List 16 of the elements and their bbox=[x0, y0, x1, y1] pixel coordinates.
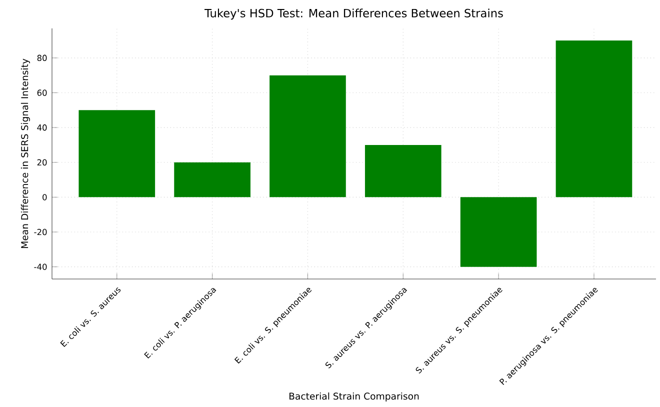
bar bbox=[78, 110, 156, 198]
bar bbox=[270, 75, 346, 198]
y-tick-label: -40 bbox=[34, 264, 47, 270]
y-tick-label: 40 bbox=[37, 124, 47, 131]
bar bbox=[364, 144, 442, 198]
y-tick-label: -20 bbox=[34, 228, 47, 236]
bar bbox=[460, 197, 537, 267]
y-tick-label: 20 bbox=[37, 159, 47, 166]
y-tick-label: 80 bbox=[37, 54, 47, 62]
bar bbox=[174, 162, 250, 198]
y-axis-title: Mean Difference in SERS Signal Intensity bbox=[20, 58, 30, 248]
bar bbox=[556, 40, 632, 198]
x-axis-title: Bacterial Strain Comparison bbox=[289, 392, 419, 402]
chart-title: Tukey's HSD Test: Mean Differences Between Strains bbox=[204, 8, 503, 20]
y-tick-label: 60 bbox=[37, 90, 47, 96]
y-tick-label: 0 bbox=[42, 194, 47, 200]
